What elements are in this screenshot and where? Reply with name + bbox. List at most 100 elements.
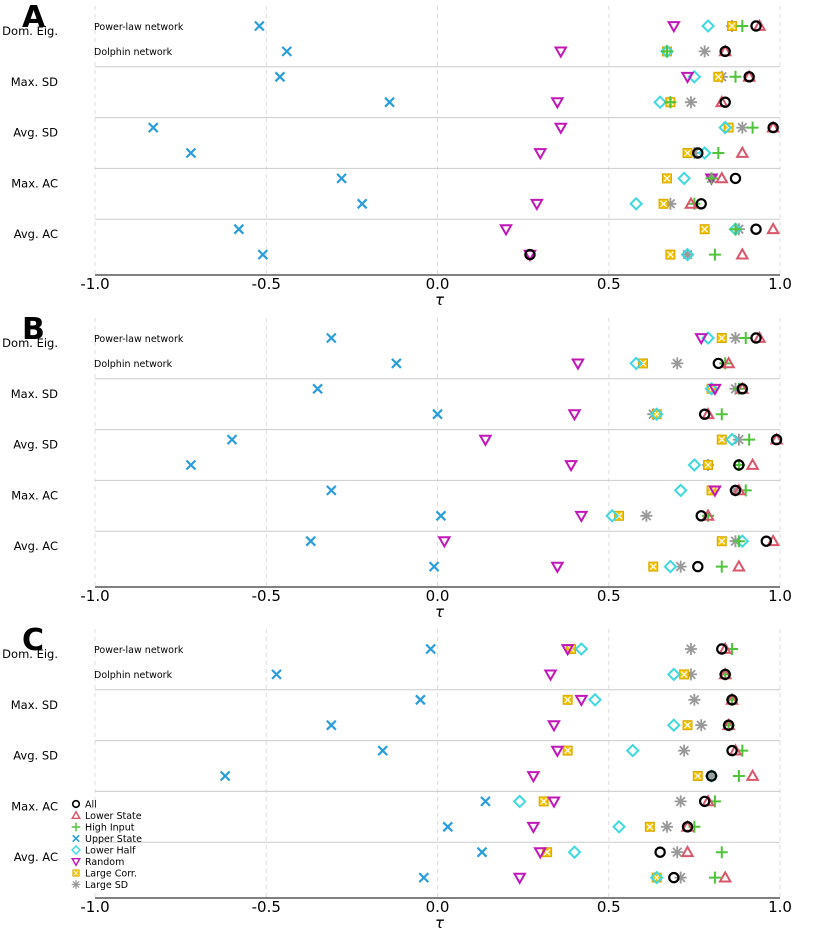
random-marker xyxy=(533,847,548,860)
legend-marker-wrap xyxy=(71,857,81,867)
lower-state-marker xyxy=(718,870,733,883)
random-marker xyxy=(574,510,589,524)
legend-marker-wrap xyxy=(71,880,81,889)
large-sd-marker xyxy=(681,248,694,261)
legend-marker-wrap xyxy=(72,869,80,877)
lower-half-marker xyxy=(567,845,582,860)
lower-half-marker xyxy=(680,247,695,262)
lower-half-marker xyxy=(701,19,715,33)
data-row xyxy=(326,717,736,733)
x-tick-label: -1.0 xyxy=(80,587,109,605)
random-marker xyxy=(478,434,493,447)
large-corr-marker xyxy=(703,460,714,470)
all-marker xyxy=(654,846,666,858)
large-corr-cross xyxy=(684,149,691,157)
legend-entry: Lower State xyxy=(71,810,142,822)
random-marker xyxy=(694,333,709,346)
large-corr-marker xyxy=(699,224,710,235)
x-axis-label: τ xyxy=(435,603,445,621)
high-input-marker xyxy=(729,223,742,236)
lower-half-marker xyxy=(612,819,626,834)
all-legend-marker xyxy=(71,799,81,809)
all-marker xyxy=(726,694,738,706)
large-corr-cross xyxy=(694,772,702,780)
all-marker xyxy=(733,459,745,471)
group-label: Avg. SD xyxy=(13,438,58,452)
data-row xyxy=(274,69,757,85)
large-corr-marker xyxy=(661,173,672,184)
random-marker xyxy=(526,821,541,835)
legend-label: Large Corr. xyxy=(85,869,137,880)
upper-state-marker xyxy=(480,796,491,807)
group-label: Max. AC xyxy=(11,176,58,190)
random-marker xyxy=(526,771,541,784)
random-marker xyxy=(567,409,582,422)
large-sd-marker xyxy=(674,871,687,884)
data-row xyxy=(356,196,707,212)
random-marker xyxy=(571,358,585,371)
x-tick-label: 1.0 xyxy=(768,898,792,916)
data-row xyxy=(425,641,739,657)
large-corr-marker xyxy=(716,333,727,343)
high-input-marker xyxy=(715,846,728,859)
upper-state-marker xyxy=(418,872,430,883)
random-marker xyxy=(553,122,568,135)
lower-state-marker xyxy=(745,457,760,470)
large-sd-marker xyxy=(698,45,711,58)
group-label: Max. SD xyxy=(11,698,58,712)
lower-half-marker xyxy=(512,794,527,809)
high-input-marker xyxy=(743,433,756,446)
data-row xyxy=(336,171,742,186)
data-row xyxy=(415,692,739,708)
high-input-marker xyxy=(715,560,728,573)
legend-label: High Input xyxy=(85,823,135,834)
upper-state-marker xyxy=(356,198,368,210)
upper-state-marker xyxy=(326,485,337,496)
legend-label: Random xyxy=(85,857,124,868)
all-marker xyxy=(716,643,728,655)
group-label: Dom. Eig. xyxy=(2,24,58,38)
x-tick-label: 0.5 xyxy=(597,587,621,605)
data-row xyxy=(233,221,781,237)
data-row xyxy=(257,247,750,262)
large-sd-marker xyxy=(678,744,691,757)
random-marker xyxy=(680,71,695,85)
all-marker xyxy=(743,71,755,83)
random-marker xyxy=(574,694,589,708)
upper-state-marker xyxy=(435,510,447,522)
large-corr-cross xyxy=(718,537,726,545)
group-label: Max. SD xyxy=(11,75,58,89)
high-input-marker xyxy=(708,248,721,261)
lower-half-legend-marker xyxy=(71,845,81,855)
large-corr-cross xyxy=(666,251,674,259)
random-marker xyxy=(553,46,568,59)
data-row xyxy=(219,768,760,784)
data-row xyxy=(391,356,736,371)
data-row xyxy=(305,533,781,549)
large-corr-cross xyxy=(564,696,572,704)
large-sd-marker xyxy=(674,795,687,808)
large-corr-cross xyxy=(646,823,654,831)
data-row xyxy=(226,432,784,447)
legend-entry: All xyxy=(71,799,97,811)
lower-state-marker xyxy=(721,356,736,369)
large-sd-marker xyxy=(736,121,749,134)
random-marker xyxy=(708,383,722,397)
all-marker xyxy=(760,535,773,547)
large-corr-marker xyxy=(716,536,727,547)
large-corr-marker xyxy=(679,669,690,680)
high-input-marker xyxy=(732,770,745,782)
large-sd-marker xyxy=(688,147,701,159)
all-marker xyxy=(750,223,762,235)
random-marker xyxy=(547,796,561,809)
data-row xyxy=(147,120,781,135)
large-corr-marker xyxy=(727,21,738,31)
panel-label: B xyxy=(22,312,45,347)
legend-label: Large SD xyxy=(85,880,128,891)
data-row xyxy=(185,145,750,161)
lower-half-marker xyxy=(649,407,664,422)
x-tick-label: -0.5 xyxy=(252,898,281,916)
